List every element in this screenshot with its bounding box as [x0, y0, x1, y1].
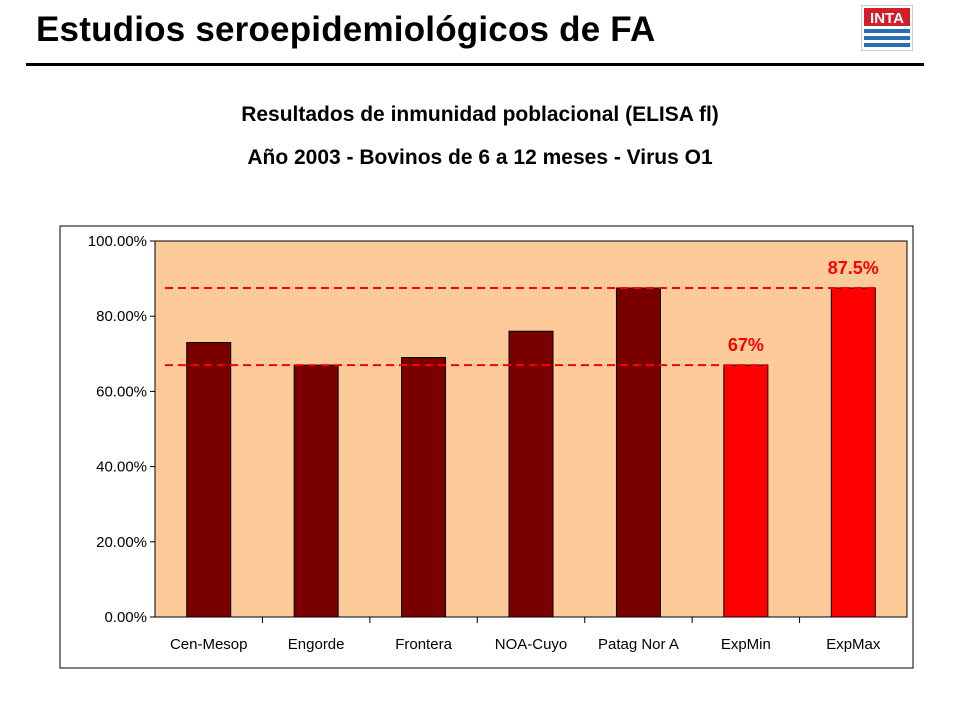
bar-patag-nor-a — [615, 287, 661, 618]
bar-expmin — [723, 364, 769, 618]
chart-subtitle-line1: Resultados de inmunidad poblacional (ELI… — [241, 103, 719, 126]
x-tick-label: Engorde — [288, 636, 345, 653]
y-tick-label: 0.00% — [104, 609, 147, 626]
y-tick-label: 40.00% — [96, 459, 147, 476]
y-tick-label: 100.00% — [88, 233, 147, 250]
reference-line-label: 67% — [728, 335, 764, 355]
y-tick-label: 80.00% — [96, 308, 147, 325]
x-tick-label: Frontera — [395, 636, 452, 653]
reference-lines: 67% 87.5% — [165, 258, 879, 367]
bar-engorde — [293, 364, 339, 618]
x-tick-label: ExpMin — [721, 636, 771, 653]
x-tick-label: ExpMax — [826, 636, 881, 653]
chart-subtitle-line2: Año 2003 - Bovinos de 6 a 12 meses - Vir… — [247, 146, 713, 169]
y-tick-label: 60.00% — [96, 383, 147, 400]
bar-cen-mesop — [186, 342, 232, 618]
bar-expmax — [830, 287, 876, 618]
bar-frontera — [401, 357, 447, 618]
slide-title: Estudios seroepidemiológicos de FA — [36, 10, 656, 49]
x-axis: Cen-Mesop Engorde Frontera NOA-Cuyo Patag No… — [170, 617, 881, 653]
bars — [186, 287, 876, 618]
x-tick-label: NOA-Cuyo — [495, 636, 568, 653]
logo-text: INTA — [870, 10, 904, 27]
y-axis: 0.00% 20.00% 40.00% 60.00% 80.00% 100.00% — [88, 233, 155, 626]
y-tick-label: 20.00% — [96, 534, 147, 551]
title-rule — [26, 63, 924, 66]
inta-logo: INTA — [861, 5, 913, 51]
x-tick-label: Patag Nor A — [598, 636, 679, 653]
x-tick-label: Cen-Mesop — [170, 636, 248, 653]
reference-line-label: 87.5% — [828, 258, 879, 278]
bar-noa-cuyo — [508, 330, 554, 618]
